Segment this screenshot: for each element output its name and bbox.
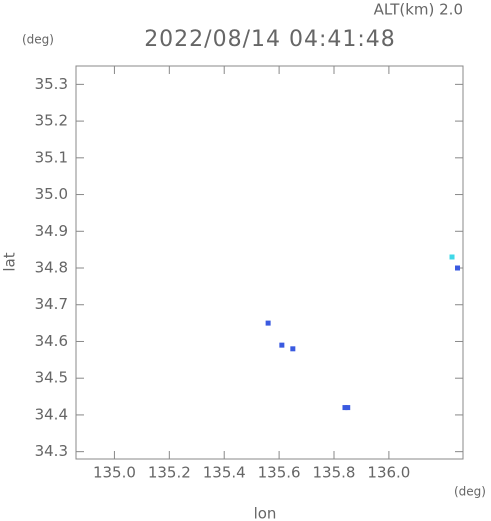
x-unit: (deg) <box>454 485 486 499</box>
x-tick-label: 135.0 <box>93 464 136 482</box>
point <box>345 405 351 411</box>
y-tick-label: 34.7 <box>35 295 68 313</box>
point <box>279 342 285 348</box>
y-tick-label: 34.6 <box>35 332 68 350</box>
y-tick-label: 34.4 <box>35 405 68 423</box>
plot-frame <box>75 65 464 460</box>
x-tick-label: 135.8 <box>313 464 356 482</box>
chart-subtitle: ALT(km) 2.0 <box>374 1 463 19</box>
x-tick-label: 135.4 <box>203 464 246 482</box>
point <box>265 320 271 326</box>
y-tick-label: 35.2 <box>35 112 68 130</box>
point <box>290 346 296 352</box>
y-tick-label: 35.1 <box>35 148 68 166</box>
y-axis-label: lat <box>1 252 19 271</box>
chart-title: 2022/08/14 04:41:48 <box>144 27 396 52</box>
point <box>449 254 455 260</box>
x-tick-label: 135.6 <box>258 464 301 482</box>
y-tick-label: 35.0 <box>35 185 68 203</box>
x-tick-label: 136.0 <box>367 464 410 482</box>
x-axis-label: lon <box>254 505 277 521</box>
y-tick-label: 34.9 <box>35 222 68 240</box>
y-tick-label: 35.3 <box>35 75 68 93</box>
y-tick-label: 34.8 <box>35 259 68 277</box>
point <box>455 265 461 271</box>
y-tick-label: 34.3 <box>35 442 68 460</box>
x-tick-label: 135.2 <box>148 464 191 482</box>
point <box>342 405 348 411</box>
y-unit: (deg) <box>22 33 54 47</box>
y-tick-label: 34.5 <box>35 369 68 387</box>
